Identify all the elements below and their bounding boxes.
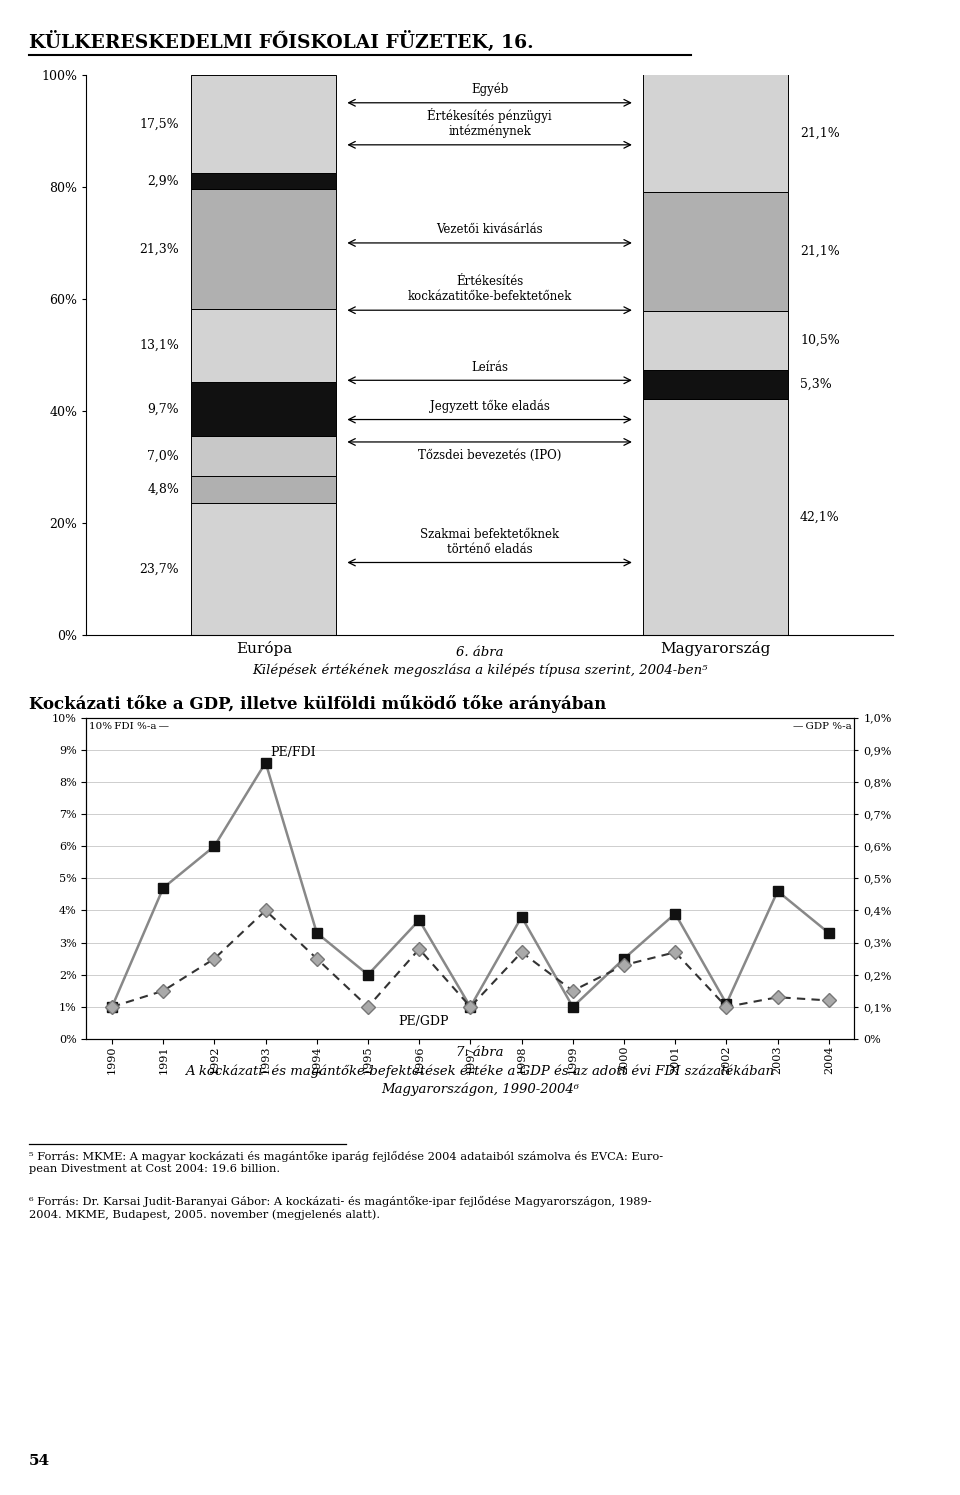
Text: Értékesítés pénzügyi
intézménynek: Értékesítés pénzügyi intézménynek	[427, 108, 552, 138]
Text: 42,1%: 42,1%	[800, 511, 840, 523]
Text: 2,9%: 2,9%	[148, 175, 180, 187]
Bar	[643, 399, 788, 635]
Text: 10% FDI %-a —: 10% FDI %-a —	[89, 722, 169, 731]
Text: 21,1%: 21,1%	[800, 127, 840, 141]
Text: 17,5%: 17,5%	[139, 117, 180, 130]
Text: Tőzsdei bevezetés (IPO): Tőzsdei bevezetés (IPO)	[418, 448, 562, 462]
Text: 5,3%: 5,3%	[800, 378, 831, 392]
Bar	[191, 308, 336, 383]
Bar	[643, 311, 788, 369]
Text: Kilépések értékének megoszlása a kilépés típusa szerint, 2004-ben⁵: Kilépések értékének megoszlása a kilépés…	[252, 664, 708, 677]
Bar	[191, 437, 336, 475]
Bar	[191, 75, 336, 173]
Text: — GDP %-a: — GDP %-a	[793, 722, 852, 731]
Text: 7. ábra: 7. ábra	[456, 1046, 504, 1060]
Text: Jegyzett tőke eladás: Jegyzett tőke eladás	[430, 399, 549, 413]
Text: KÜLKERESKEDELMI FŐISKOLAI FÜZETEK, 16.: KÜLKERESKEDELMI FŐISKOLAI FÜZETEK, 16.	[29, 31, 534, 52]
Text: 7,0%: 7,0%	[148, 450, 180, 462]
Text: 54: 54	[29, 1455, 50, 1468]
Text: 23,7%: 23,7%	[139, 562, 180, 576]
Text: Értékesítés
kockázatitőke-befektetőnek: Értékesítés kockázatitőke-befektetőnek	[407, 275, 572, 303]
Bar	[191, 383, 336, 437]
Text: Egyéb: Egyéb	[471, 82, 508, 96]
Text: Leírás: Leírás	[471, 360, 508, 374]
Bar	[191, 502, 336, 635]
Text: ⁶ Forrás: Dr. Karsai Judit-Baranyai Gábor: A kockázati- és magántőke-ipar fejlőd: ⁶ Forrás: Dr. Karsai Judit-Baranyai Gábo…	[29, 1196, 652, 1220]
Bar	[643, 75, 788, 193]
Bar	[643, 193, 788, 311]
Text: Vezetői kivásárlás: Vezetői kivásárlás	[436, 223, 543, 236]
Text: 6. ábra: 6. ábra	[456, 646, 504, 659]
Text: Kockázati tőke a GDP, illetve külföldi működő tőke arányában: Kockázati tőke a GDP, illetve külföldi m…	[29, 695, 606, 713]
Text: Magyarországon, 1990-2004⁶: Magyarországon, 1990-2004⁶	[381, 1082, 579, 1096]
Bar	[191, 475, 336, 502]
Text: 10,5%: 10,5%	[800, 333, 840, 347]
Text: 21,3%: 21,3%	[139, 242, 180, 256]
Bar	[191, 190, 336, 308]
Text: 9,7%: 9,7%	[148, 402, 180, 416]
Text: 13,1%: 13,1%	[139, 339, 180, 351]
Text: 4,8%: 4,8%	[147, 483, 180, 495]
Bar	[643, 369, 788, 399]
Text: PE/FDI: PE/FDI	[271, 746, 317, 759]
Text: A kockázati- és magántőke-befektetések értéke a GDP és az adott évi FDI százalék: A kockázati- és magántőke-befektetések é…	[185, 1064, 775, 1078]
Bar	[191, 173, 336, 190]
Text: Szakmai befektetőknek
történő eladás: Szakmai befektetőknek történő eladás	[420, 528, 559, 556]
Text: 21,1%: 21,1%	[800, 245, 840, 259]
Text: PE/GDP: PE/GDP	[398, 1015, 449, 1027]
Text: ⁵ Forrás: MKME: A magyar kockázati és magántőke iparág fejlődése 2004 adataiból : ⁵ Forrás: MKME: A magyar kockázati és ma…	[29, 1151, 663, 1174]
